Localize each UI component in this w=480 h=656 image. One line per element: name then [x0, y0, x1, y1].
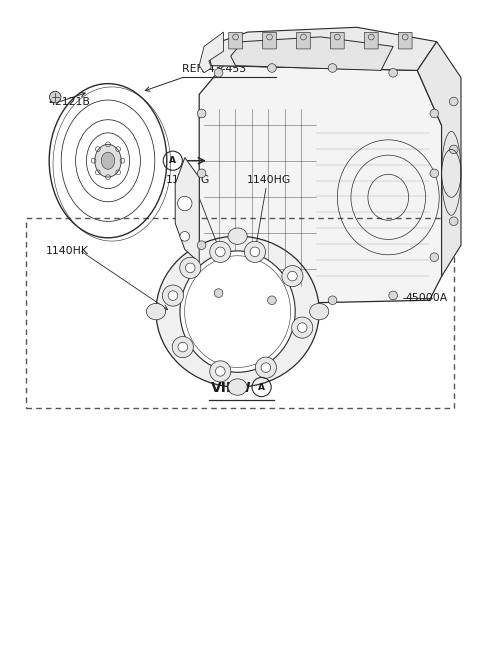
Circle shape [180, 232, 190, 241]
Ellipse shape [228, 228, 247, 245]
Circle shape [267, 64, 276, 72]
Circle shape [214, 289, 223, 297]
Polygon shape [199, 66, 442, 305]
Ellipse shape [95, 144, 121, 177]
Circle shape [185, 263, 195, 273]
Circle shape [197, 241, 206, 249]
Circle shape [430, 109, 439, 118]
Circle shape [255, 357, 276, 379]
Circle shape [288, 272, 297, 281]
Circle shape [430, 169, 439, 178]
Text: 45000A: 45000A [406, 293, 448, 304]
Circle shape [282, 266, 303, 287]
Text: 1140HK: 1140HK [46, 246, 89, 256]
Text: REF. 43-453: REF. 43-453 [182, 64, 247, 74]
Circle shape [389, 68, 397, 77]
Ellipse shape [101, 152, 115, 169]
Text: A: A [258, 382, 265, 392]
Circle shape [430, 253, 439, 262]
Polygon shape [206, 28, 437, 70]
FancyBboxPatch shape [364, 32, 378, 49]
Text: A: A [169, 156, 176, 165]
Circle shape [178, 196, 192, 211]
Circle shape [197, 109, 206, 118]
Ellipse shape [156, 236, 319, 387]
Circle shape [214, 68, 223, 77]
Circle shape [389, 291, 397, 300]
Polygon shape [175, 157, 199, 262]
FancyBboxPatch shape [331, 32, 344, 49]
Text: 1140HG: 1140HG [166, 175, 210, 186]
Circle shape [267, 296, 276, 304]
Circle shape [180, 257, 201, 278]
FancyBboxPatch shape [297, 32, 310, 49]
Circle shape [449, 97, 458, 106]
Ellipse shape [180, 251, 295, 373]
Circle shape [449, 217, 458, 226]
Circle shape [216, 367, 225, 376]
Circle shape [328, 64, 337, 72]
Circle shape [449, 145, 458, 154]
Circle shape [178, 342, 188, 352]
Circle shape [168, 291, 178, 300]
Ellipse shape [146, 303, 166, 320]
Circle shape [210, 361, 231, 382]
Circle shape [210, 241, 231, 262]
Circle shape [261, 363, 271, 373]
FancyBboxPatch shape [263, 32, 276, 49]
Circle shape [250, 247, 260, 256]
Text: VIEW: VIEW [211, 381, 252, 396]
Ellipse shape [310, 303, 329, 320]
Text: 42121B: 42121B [48, 96, 90, 107]
Circle shape [162, 285, 183, 306]
Bar [26, 218, 454, 408]
Circle shape [244, 241, 265, 262]
Circle shape [328, 296, 337, 304]
Polygon shape [418, 41, 461, 276]
Ellipse shape [228, 379, 247, 395]
Circle shape [49, 91, 61, 103]
Polygon shape [199, 32, 223, 73]
Circle shape [216, 247, 225, 256]
Circle shape [292, 317, 313, 338]
FancyBboxPatch shape [229, 32, 242, 49]
FancyBboxPatch shape [398, 32, 412, 49]
Polygon shape [231, 37, 393, 70]
Circle shape [172, 337, 193, 358]
Text: 1140HG: 1140HG [247, 175, 291, 186]
Circle shape [197, 169, 206, 178]
Circle shape [298, 323, 307, 333]
